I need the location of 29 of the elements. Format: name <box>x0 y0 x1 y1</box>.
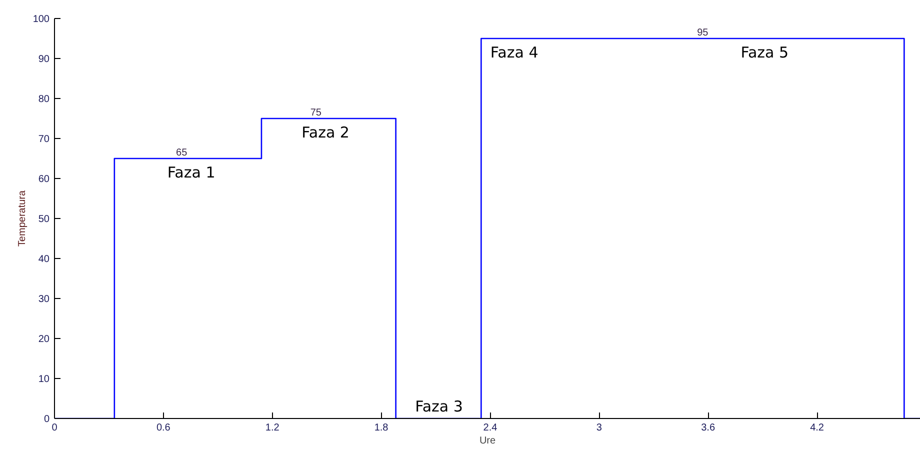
y-tick-label: 10 <box>38 374 50 385</box>
x-axis-title: Ure <box>479 436 496 446</box>
y-tick-label: 80 <box>38 94 50 105</box>
y-tick-label: 90 <box>38 54 50 65</box>
data-label: 95 <box>697 28 709 38</box>
y-tick-label: 30 <box>38 294 50 305</box>
x-tick-label: 1.2 <box>265 422 280 434</box>
annotation: Faza 5 <box>740 44 789 62</box>
annotation: Faza 3 <box>415 398 463 416</box>
y-tick-label: 20 <box>38 334 50 345</box>
y-tick-label: 50 <box>38 214 50 225</box>
y-tick-label: 100 <box>32 14 50 25</box>
y-tick-label: 0 <box>44 414 50 425</box>
y-tick-label: 70 <box>38 134 50 145</box>
data-label: 65 <box>176 148 188 158</box>
y-axis-title: Temperatura <box>16 190 28 247</box>
y-tick-label: 60 <box>38 174 50 185</box>
x-tick-label: 3 <box>596 422 602 434</box>
x-tick-label: 1.8 <box>374 422 389 434</box>
x-tick-label: 0 <box>52 422 58 434</box>
annotation: Faza 4 <box>490 44 538 62</box>
x-tick-label: 2.4 <box>483 422 498 434</box>
x-tick-label: 4.2 <box>810 422 824 434</box>
y-tick-label: 40 <box>38 254 50 265</box>
x-tick-label: 0.6 <box>156 422 171 434</box>
annotation: Faza 1 <box>167 164 216 182</box>
data-label: 75 <box>310 108 322 118</box>
annotation: Faza 2 <box>302 124 350 142</box>
x-tick-label: 3.6 <box>701 422 716 434</box>
